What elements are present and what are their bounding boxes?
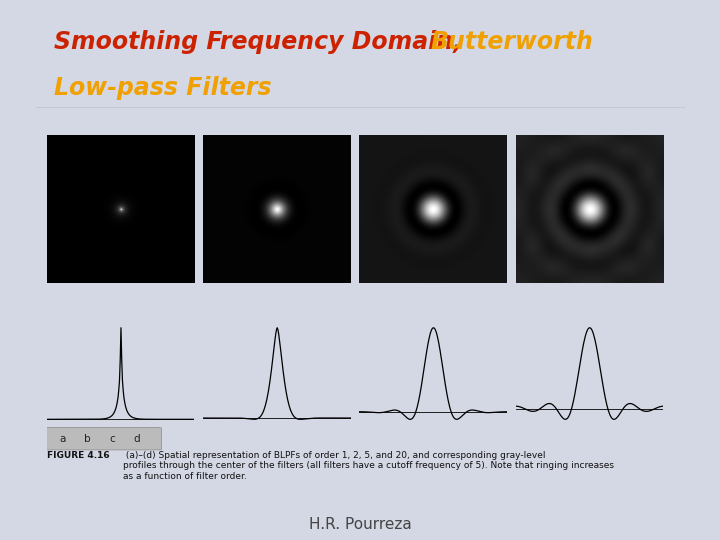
Text: c: c <box>109 434 114 444</box>
Text: Smoothing Frequency Domain, Butterworth: Smoothing Frequency Domain, Butterworth <box>54 30 634 54</box>
FancyBboxPatch shape <box>40 428 161 450</box>
Text: d: d <box>133 434 140 444</box>
Text: (a)–(d) Spatial representation of BLPFs of order 1, 2, 5, and 20, and correspond: (a)–(d) Spatial representation of BLPFs … <box>123 451 614 481</box>
Text: Smoothing Frequency Domain,: Smoothing Frequency Domain, <box>54 30 470 54</box>
Text: H.R. Pourreza: H.R. Pourreza <box>309 517 411 532</box>
Text: a: a <box>59 434 66 444</box>
Text: Low-pass Filters: Low-pass Filters <box>54 76 271 100</box>
Text: Butterworth: Butterworth <box>431 30 593 54</box>
Text: FIGURE 4.16: FIGURE 4.16 <box>47 451 109 460</box>
Text: b: b <box>84 434 91 444</box>
